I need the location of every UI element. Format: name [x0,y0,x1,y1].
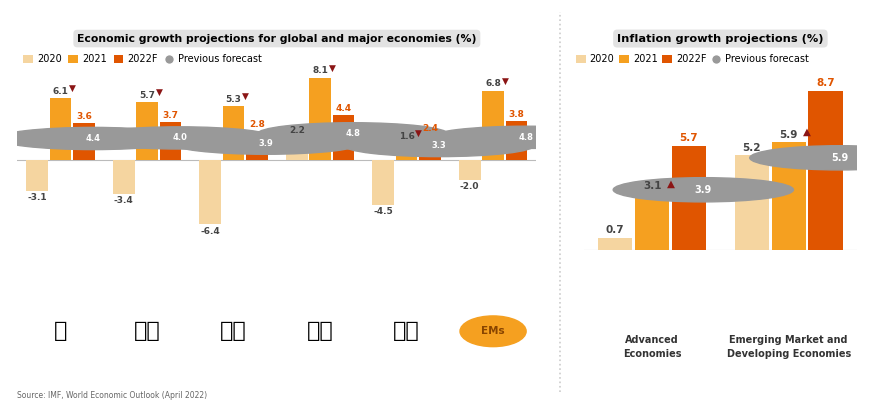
Text: 5.3: 5.3 [225,95,242,103]
Bar [671,146,706,250]
Text: EMs: EMs [481,326,504,336]
Bar [246,131,268,160]
Text: ▼: ▼ [69,84,76,93]
Text: 3.8: 3.8 [507,110,524,119]
Bar [26,160,48,191]
Text: 2.4: 2.4 [421,124,437,133]
Circle shape [0,127,188,149]
Text: ▼: ▼ [415,129,421,138]
Text: 6.8: 6.8 [485,80,501,88]
Text: -2.0: -2.0 [460,182,479,191]
Text: 6.1: 6.1 [53,86,69,95]
Title: Economic growth projections for global and major economies (%): Economic growth projections for global a… [77,34,476,44]
Bar [771,142,805,250]
Bar [734,155,768,250]
Text: ▼: ▼ [501,77,507,86]
Text: -4.5: -4.5 [373,208,393,217]
Circle shape [430,126,620,148]
Bar [372,160,394,205]
Text: 8.7: 8.7 [815,78,834,88]
Bar [113,160,135,194]
Text: 8.1: 8.1 [312,66,328,75]
Text: 5.7: 5.7 [679,133,698,143]
Bar [332,115,354,160]
Bar [634,194,668,250]
Legend: 2020, 2021, 2022F, Previous forecast: 2020, 2021, 2022F, Previous forecast [574,53,809,65]
Text: Emerging Market and
Developing Economies: Emerging Market and Developing Economies [726,335,850,358]
Bar [222,106,244,160]
Text: Advanced
Economies: Advanced Economies [622,335,680,358]
Bar [458,160,480,180]
Text: 🇪🇺: 🇪🇺 [220,321,247,341]
Text: 🇺🇸: 🇺🇸 [134,321,160,341]
Text: 0.7: 0.7 [605,225,624,235]
Text: 5.7: 5.7 [139,90,155,100]
Bar [807,91,842,250]
Title: Inflation growth projections (%): Inflation growth projections (%) [616,34,823,44]
Circle shape [749,146,869,170]
Bar [50,98,71,160]
Bar [505,121,527,160]
Bar [199,160,221,224]
Text: 4.0: 4.0 [172,133,187,142]
Circle shape [257,123,448,145]
Text: ▼: ▼ [156,88,163,97]
Circle shape [84,127,275,149]
Text: Source: IMF, World Economic Outlook (April 2022): Source: IMF, World Economic Outlook (Apr… [17,391,208,400]
Circle shape [343,135,534,157]
Text: 3.6: 3.6 [76,112,92,121]
Bar [481,91,503,160]
Text: 5.9: 5.9 [779,130,797,140]
Text: 4.8: 4.8 [345,129,360,138]
Text: 4.4: 4.4 [335,104,351,113]
Bar [309,78,330,160]
Bar [160,122,181,160]
Text: 3.9: 3.9 [694,185,711,195]
Text: 3.3: 3.3 [431,141,446,150]
Text: ▼: ▼ [242,92,249,101]
Bar [419,135,441,160]
Text: 5.2: 5.2 [742,143,760,153]
Text: 5.9: 5.9 [830,153,847,163]
Text: 3.1: 3.1 [642,181,660,191]
Bar [598,238,632,250]
Bar [286,137,308,160]
Text: 3.9: 3.9 [258,139,273,148]
Text: ▼: ▼ [328,64,335,73]
Text: -3.1: -3.1 [28,193,47,202]
Bar [73,123,95,160]
Text: -6.4: -6.4 [200,227,220,236]
Text: 4.4: 4.4 [85,134,101,143]
Circle shape [170,132,361,154]
Text: 2.2: 2.2 [289,126,304,135]
Text: 1.6: 1.6 [398,132,414,141]
Text: 3.7: 3.7 [163,111,178,120]
Text: -3.4: -3.4 [114,196,134,205]
Legend: 2020, 2021, 2022F, Previous forecast: 2020, 2021, 2022F, Previous forecast [23,53,262,65]
Text: 🇨🇳: 🇨🇳 [307,321,333,341]
Text: 4.8: 4.8 [517,133,533,142]
Text: ▲: ▲ [667,179,674,189]
Text: 2.8: 2.8 [249,120,264,129]
Text: 🇯🇵: 🇯🇵 [393,321,420,341]
Circle shape [613,178,793,202]
Text: ▲: ▲ [803,127,811,137]
Text: 🌍: 🌍 [54,321,67,341]
Bar [136,102,158,160]
Bar [395,143,417,160]
